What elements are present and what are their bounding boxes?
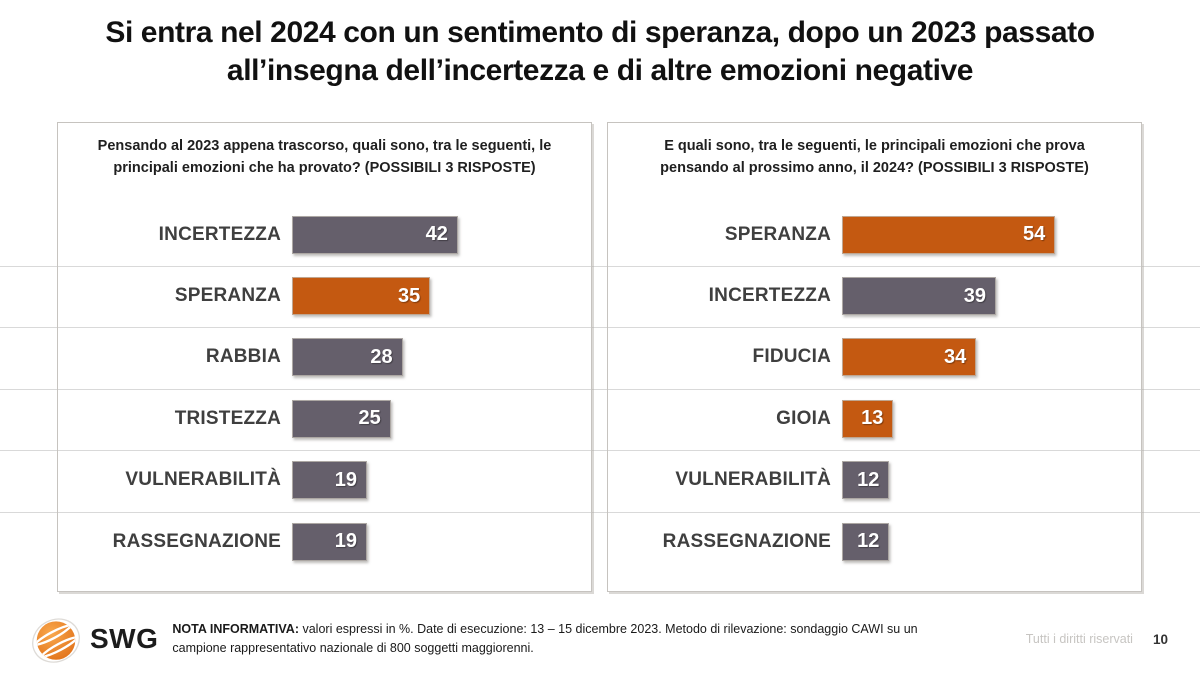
value-label: 54: [1023, 223, 1046, 246]
row-separator-line: [0, 327, 1200, 328]
chart-panel-emotions-2024: E quali sono, tra le seguenti, le princi…: [607, 122, 1142, 592]
value-label: 12: [857, 530, 880, 553]
swg-globe-icon: [30, 614, 82, 665]
category-label-fiducia: FIDUCIA: [752, 346, 831, 368]
category-label-rassegnazione: RASSEGNAZIONE: [112, 530, 281, 552]
bar-track: 39: [842, 277, 1141, 316]
bar-track: 19: [292, 522, 591, 561]
bar-row: RABBIA 28: [58, 327, 591, 388]
value-label: 19: [334, 468, 358, 491]
category-label-rabbia: RABBIA: [205, 346, 281, 368]
value-label: 25: [358, 407, 381, 430]
bar-track: 19: [292, 461, 591, 500]
slide-title: Si entra nel 2024 con un sentimento di s…: [105, 16, 1095, 87]
category-label-speranza: SPERANZA: [174, 285, 281, 307]
bar-rows-2024: SPERANZA 54 INCERTEZZA 39 FIDUCIA 34 GIOIA 13 VU…: [608, 204, 1141, 572]
row-separator-line: [0, 266, 1200, 267]
value-label: 12: [857, 468, 880, 491]
category-label-tristezza: TRISTEZZA: [174, 407, 281, 429]
nota-informativa-label: NOTA INFORMATIVA:: [172, 621, 299, 636]
category-label-vulnerabilità: VULNERABILITÀ: [125, 469, 281, 491]
bar-rassegnazione: 19: [292, 522, 368, 561]
chart-question-2024: E quali sono, tra le seguenti, le princi…: [660, 138, 1089, 176]
bar-rabbia: 28: [292, 338, 403, 377]
rights-text: Tutti i diritti riservati: [1025, 632, 1133, 646]
bar-row: TRISTEZZA 25: [58, 388, 591, 449]
page-number: 10: [1152, 631, 1168, 647]
value-label: 39: [963, 284, 987, 307]
bar-incertezza: 42: [292, 215, 458, 254]
charts-container: Pensando al 2023 appena trascorso, quali…: [57, 122, 1142, 592]
bar-speranza: 35: [292, 277, 431, 316]
bar-track: 13: [842, 399, 1141, 438]
bar-track: 25: [292, 399, 591, 438]
chart-question-2023: Pensando al 2023 appena trascorso, quali…: [97, 138, 552, 176]
row-separator-line: [0, 389, 1200, 390]
bar-rassegnazione: 12: [842, 522, 890, 561]
bar-track: 34: [842, 338, 1141, 377]
bar-track: 28: [292, 338, 591, 377]
value-label: 13: [861, 407, 884, 430]
nota-informativa: NOTA INFORMATIVA: valori espressi in %. …: [172, 620, 957, 659]
bar-vulnerabilità: 19: [292, 461, 368, 500]
bar-row: VULNERABILITÀ 19: [58, 450, 591, 511]
slide-footer: SWG NOTA INFORMATIVA: valori espressi in…: [30, 610, 1168, 668]
bar-tristezza: 25: [292, 399, 391, 438]
bar-vulnerabilità: 12: [842, 461, 890, 500]
swg-logo-text: SWG: [90, 623, 159, 654]
bar-row: INCERTEZZA 42: [58, 204, 591, 265]
bar-gioia: 13: [842, 399, 894, 438]
value-label: 19: [334, 530, 358, 553]
bar-track: 35: [292, 277, 591, 316]
category-label-incertezza: INCERTEZZA: [708, 285, 831, 307]
category-label-vulnerabilità: VULNERABILITÀ: [675, 469, 831, 491]
swg-logo: SWG: [30, 613, 158, 665]
nota-informativa-text: valori espressi in %. Date di esecuzione…: [172, 621, 918, 655]
bar-track: 12: [842, 461, 1141, 500]
category-label-gioia: GIOIA: [776, 407, 831, 429]
bar-row: VULNERABILITÀ 12: [608, 450, 1141, 511]
bar-incertezza: 39: [842, 277, 997, 316]
bar-row: RASSEGNAZIONE 12: [608, 511, 1141, 572]
value-label: 28: [370, 345, 393, 368]
value-label: 34: [944, 345, 967, 368]
bar-track: 54: [842, 215, 1141, 254]
bar-track: 12: [842, 522, 1141, 561]
chart-panel-emotions-2023: Pensando al 2023 appena trascorso, quali…: [57, 122, 592, 592]
bar-row: INCERTEZZA 39: [608, 265, 1141, 326]
row-separator-line: [0, 512, 1200, 513]
value-label: 42: [425, 223, 448, 246]
category-label-incertezza: INCERTEZZA: [158, 223, 281, 245]
bar-rows-2023: INCERTEZZA 42 SPERANZA 35 RABBIA 28 TRISTEZZA 2…: [58, 204, 591, 572]
bar-row: RASSEGNAZIONE 19: [58, 511, 591, 572]
bar-speranza: 54: [842, 215, 1056, 254]
value-label: 35: [398, 284, 421, 307]
row-separator-line: [0, 450, 1200, 451]
bar-track: 42: [292, 215, 591, 254]
bar-row: GIOIA 13: [608, 388, 1141, 449]
category-label-rassegnazione: RASSEGNAZIONE: [662, 530, 831, 552]
bar-row: SPERANZA 54: [608, 204, 1141, 265]
bar-row: FIDUCIA 34: [608, 327, 1141, 388]
rights-block: Tutti i diritti riservati 10: [1026, 632, 1168, 647]
bar-fiducia: 34: [842, 338, 977, 377]
category-label-speranza: SPERANZA: [724, 223, 831, 245]
bar-row: SPERANZA 35: [58, 265, 591, 326]
